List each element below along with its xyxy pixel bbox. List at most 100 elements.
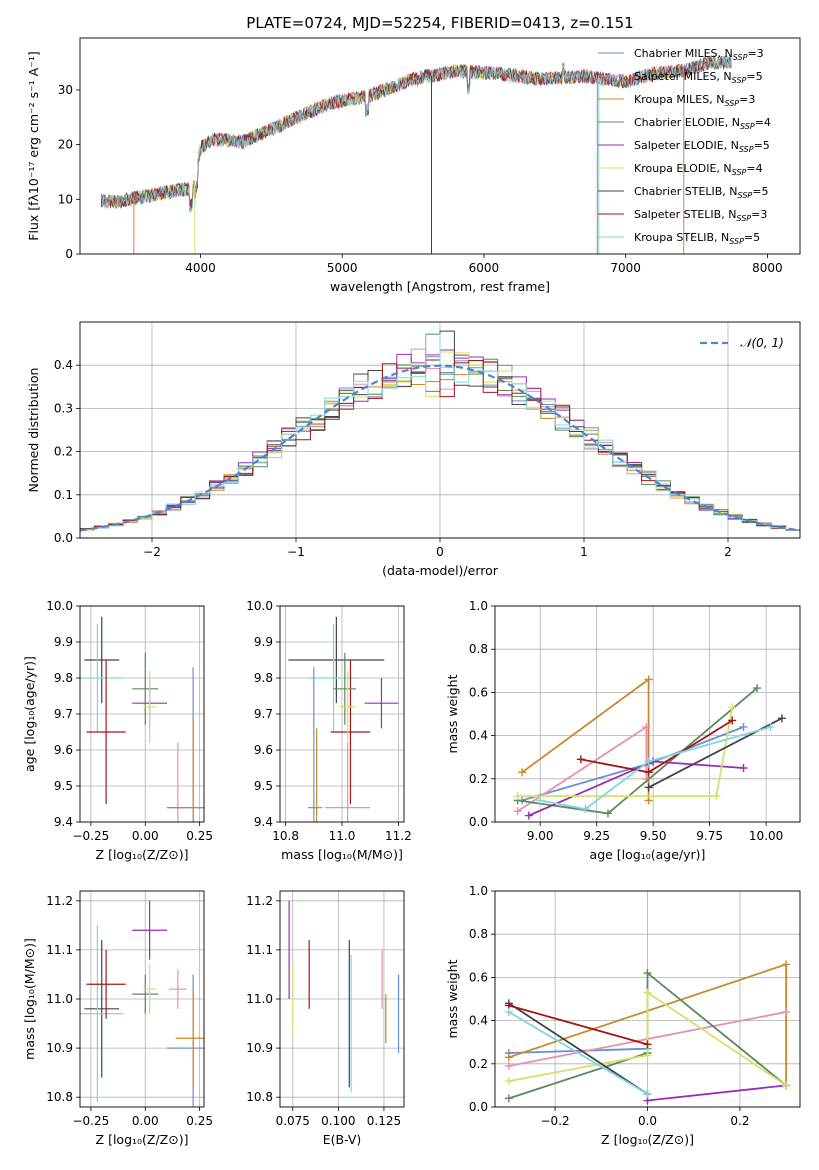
- x-tick-label: 9.25: [583, 829, 610, 843]
- massweight-point-marker: [603, 809, 612, 818]
- legend-entry-label: Chabrier STELIB, NSSP=5: [634, 185, 768, 200]
- y-tick-label: 9.6: [54, 743, 73, 757]
- massweight-point-marker: [642, 722, 651, 731]
- x-axis-label: wavelength [Angstrom, rest frame]: [330, 279, 550, 294]
- massweight-point-marker: [739, 722, 748, 731]
- x-tick-label: 0.0: [638, 1114, 657, 1128]
- massweight-line: [508, 1004, 648, 1046]
- legend-entry-label: Chabrier ELODIE, NSSP=4: [634, 116, 771, 131]
- y-tick-label: 0.1: [54, 488, 73, 502]
- errorbar-marks: [288, 900, 400, 1093]
- legend-entry-label: Salpeter MILES, NSSP=5: [634, 70, 763, 85]
- axes-age_vs_Z: −0.25 0.00 0.25 9.4 9.5 9.6 9.7 9.8 9.9 10.0 Z [lo…: [22, 599, 213, 862]
- legend-entry-label: Salpeter ELODIE, NSSP=5: [634, 139, 770, 154]
- massweight-point-marker: [536, 796, 545, 805]
- y-tick-label: 11.0: [246, 992, 273, 1006]
- x-tick-label: 0.075: [276, 1114, 310, 1128]
- x-tick-label: 9.50: [640, 829, 667, 843]
- y-tick-label: 0.6: [469, 685, 488, 699]
- errorbar-frame: [279, 605, 405, 823]
- y-tick-label: 9.6: [254, 743, 273, 757]
- x-tick-label: 7000: [610, 261, 641, 275]
- massweight-point-marker: [644, 757, 653, 766]
- legend-entry-label: Kroupa MILES, NSSP=3: [634, 93, 755, 108]
- y-axis-label: mass weight: [445, 674, 460, 753]
- x-tick-label: 0.2: [730, 1114, 749, 1128]
- y-axis-label: Normed distribution: [26, 368, 41, 493]
- x-axis-label: (data-model)/error: [382, 563, 499, 578]
- y-tick-label: 10.0: [246, 599, 273, 613]
- massweight-point-marker: [753, 684, 762, 693]
- spectrum-frame: [79, 37, 801, 255]
- errorbar-frame: [79, 605, 205, 823]
- axes-massweight_vs_Z: −0.2 0.0 0.2 0.0 0.2 0.4 0.6 0.8 1.0 Z [log₁₀(Z/Z…: [445, 884, 800, 1147]
- axes-mass_vs_Z: −0.25 0.00 0.25 10.8 10.9 11.0 11.1 11.2 Z [log₁…: [22, 891, 213, 1147]
- y-tick-label: 9.7: [54, 707, 73, 721]
- x-tick-label: 1: [580, 545, 588, 559]
- y-tick-label: 0.0: [54, 531, 73, 545]
- y-tick-label: 9.7: [254, 707, 273, 721]
- massweight-point-marker: [504, 1007, 513, 1016]
- x-tick-label: 8000: [752, 261, 783, 275]
- massweight-point-marker: [576, 755, 585, 764]
- massweight-point-marker: [643, 969, 652, 978]
- massweight-point-marker: [644, 675, 653, 684]
- massweight-point-marker: [504, 1053, 513, 1062]
- spectrum-series-line: [100, 55, 732, 211]
- y-tick-label: 10.9: [46, 1041, 73, 1055]
- y-tick-label: 1.0: [469, 884, 488, 898]
- x-axis-label: age [log₁₀(age/yr)]: [590, 847, 706, 862]
- massweight-frame: [494, 890, 801, 1108]
- y-axis-label: Flux [fλ10⁻¹⁷ erg cm⁻² s⁻¹ A⁻¹]: [26, 51, 41, 240]
- y-tick-label: 0.3: [54, 401, 73, 415]
- y-tick-label: 9.9: [54, 635, 73, 649]
- massweight-line: [521, 726, 744, 802]
- y-tick-label: 0.4: [469, 729, 488, 743]
- massweight-point-marker: [513, 807, 522, 816]
- massweight-point-marker: [504, 1094, 513, 1103]
- x-tick-label: −0.25: [72, 829, 109, 843]
- figure-title: PLATE=0724, MJD=52254, FIBERID=0413, z=0…: [246, 14, 633, 32]
- x-tick-label: 9.75: [696, 829, 723, 843]
- histogram-frame: [79, 321, 801, 539]
- x-tick-label: 0: [436, 545, 444, 559]
- axes-residuals: −2 −1 0 1 2 0.0 0.1 0.2 0.3 0.4 (data-model)/error…: [26, 322, 800, 578]
- normal-reference-curve: [80, 364, 800, 532]
- y-tick-label: 0.8: [469, 642, 488, 656]
- massweight-point-marker: [504, 1077, 513, 1086]
- massweight-point-marker: [777, 714, 786, 723]
- x-tick-label: −2: [143, 545, 161, 559]
- massweight-point-marker: [644, 768, 653, 777]
- x-axis-label: Z [log₁₀(Z/Z⊙)]: [601, 1132, 694, 1147]
- x-tick-label: 0.00: [132, 1114, 159, 1128]
- y-tick-label: 10: [58, 192, 73, 206]
- massweight-point-marker: [644, 783, 653, 792]
- y-tick-label: 0.0: [469, 1100, 488, 1114]
- spectrum-legend: Chabrier MILES, NSSP=3 Salpeter MILES, NS…: [598, 47, 771, 246]
- x-tick-label: −1: [287, 545, 305, 559]
- massweight-point-marker: [782, 1007, 791, 1016]
- errorbar-marks: [80, 900, 204, 1107]
- x-tick-label: 4000: [185, 261, 216, 275]
- x-axis-label: Z [log₁₀(Z/Z⊙)]: [96, 1132, 189, 1147]
- x-tick-label: 11.2: [385, 829, 412, 843]
- y-tick-label: 10.9: [246, 1041, 273, 1055]
- histogram-lines: [80, 330, 800, 532]
- y-tick-label: 9.8: [254, 671, 273, 685]
- x-tick-label: 11.0: [329, 829, 356, 843]
- y-tick-label: 1.0: [469, 599, 488, 613]
- legend-entry-label: Chabrier MILES, NSSP=3: [634, 47, 764, 62]
- errorbar-frame: [79, 890, 205, 1108]
- y-tick-label: 0.0: [469, 815, 488, 829]
- x-tick-label: 2: [724, 545, 732, 559]
- y-axis-label: mass weight: [445, 959, 460, 1038]
- errorbar-marks: [80, 616, 204, 822]
- y-tick-label: 0.8: [469, 927, 488, 941]
- massweight-point-marker: [581, 805, 590, 814]
- y-axis-label: mass [log₁₀(M/M⊙)]: [22, 938, 37, 1060]
- y-tick-label: 9.9: [254, 635, 273, 649]
- massweight-line: [508, 1011, 648, 1095]
- errorbar-marks: [288, 616, 399, 822]
